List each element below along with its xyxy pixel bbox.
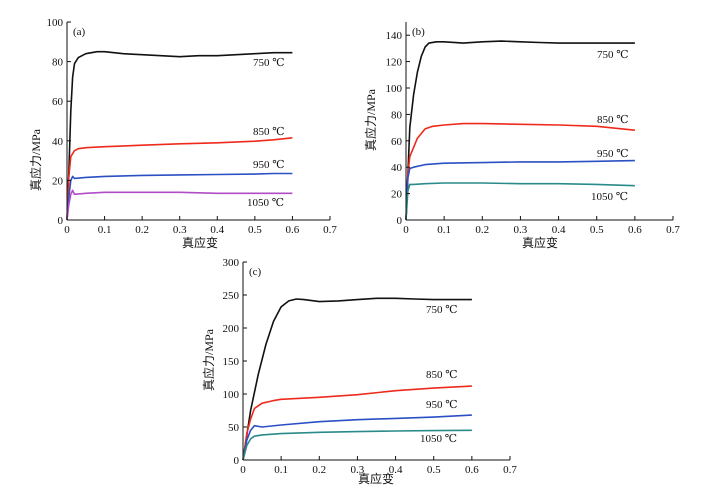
- panel-b-ytick-label: 80: [391, 109, 403, 121]
- panel-b-xtick-label: 0.7: [666, 224, 680, 236]
- panel-c-xtick-label: 0.4: [389, 464, 403, 476]
- panel-c-label-950: 950 ℃: [426, 399, 458, 411]
- panel-c-xtick-label: 0.7: [503, 464, 517, 476]
- panel-b-series-850: [405, 122, 635, 221]
- panel-a-label-950: 950 ℃: [253, 159, 285, 171]
- panel-c: 真应力/MPa 真应变 (c) 750 ℃ 850 ℃ 950 ℃ 1050 ℃…: [201, 257, 517, 486]
- panel-b-xlabel: 真应变: [522, 235, 558, 250]
- panel-b-ytick-label: 40: [391, 162, 403, 174]
- panel-b-xtick-label: 0.4: [552, 224, 566, 236]
- panel-c-series-950: [242, 414, 472, 461]
- panel-b-xtick-label: 0.2: [475, 224, 489, 236]
- panel-c-label: (c): [249, 266, 262, 278]
- panel-c-ytick-label: 0: [234, 455, 240, 467]
- panel-c-xtick-label: 0.3: [351, 464, 365, 476]
- panel-a-ytick-label: 60: [52, 96, 64, 108]
- panel-c-xtick-label: 0.5: [427, 464, 441, 476]
- panel-a-ytick-label: 100: [47, 17, 64, 29]
- panel-a-xlabel: 真应变: [182, 235, 218, 250]
- panel-b-label-850: 850 ℃: [597, 114, 629, 126]
- panel-a-series-750: [66, 50, 293, 221]
- panel-b-label-950: 950 ℃: [597, 148, 629, 160]
- panel-a-label-1050: 1050 ℃: [247, 197, 284, 209]
- panel-a-label-750: 750 ℃: [253, 57, 285, 69]
- panel-a-xtick-label: 0.7: [323, 224, 337, 236]
- panel-a-xtick-label: 0.2: [135, 224, 149, 236]
- panel-a-ylabel: 真应力/MPa: [28, 128, 43, 191]
- panel-c-ytick-label: 300: [223, 257, 240, 269]
- panel-b-ytick-label: 0: [397, 215, 403, 227]
- panel-a-xtick-label: 0: [64, 224, 70, 236]
- panel-a-label-850: 850 ℃: [253, 126, 285, 138]
- panel-b-ytick-label: 20: [391, 189, 403, 201]
- panel-b-xtick-label: 0.6: [628, 224, 642, 236]
- panel-c-series-1050: [242, 429, 472, 461]
- panel-a-xtick-label: 0.5: [248, 224, 262, 236]
- panel-a-xtick-label: 0.4: [210, 224, 224, 236]
- panel-a-ytick-label: 0: [58, 215, 64, 227]
- panel-c-xtick-label: 0.1: [274, 464, 288, 476]
- panel-b: 真应力/MPa 真应变 (b) 750 ℃ 850 ℃ 950 ℃ 1050 ℃…: [363, 22, 680, 250]
- panel-b-xtick-label: 0: [403, 224, 409, 236]
- panel-b-ytick-label: 60: [391, 136, 403, 148]
- panel-c-series-850: [242, 385, 472, 461]
- panel-b-ytick-label: 140: [386, 30, 403, 42]
- panel-a-series-1050: [66, 189, 293, 221]
- panel-b-ylabel: 真应力/MPa: [363, 88, 378, 151]
- panel-c-label-1050: 1050 ℃: [420, 433, 457, 445]
- panel-b-label: (b): [412, 26, 425, 38]
- panel-c-label-750: 750 ℃: [426, 304, 458, 316]
- panel-a-ytick-label: 80: [52, 57, 64, 69]
- panel-a-xtick-label: 0.3: [173, 224, 187, 236]
- panel-c-label-850: 850 ℃: [426, 369, 458, 381]
- panel-b-ytick-label: 100: [386, 83, 403, 95]
- panel-b-series-950: [405, 159, 635, 221]
- panel-c-xlabel: 真应变: [358, 471, 394, 486]
- panel-c-ytick-label: 200: [223, 323, 240, 335]
- panel-a: 真应力/MPa 真应变 (a) 750 ℃ 850 ℃ 950 ℃ 1050 ℃…: [28, 17, 337, 250]
- panel-a-label: (a): [73, 26, 86, 38]
- panel-a-ytick-label: 20: [52, 175, 64, 187]
- panel-c-xtick-label: 0: [240, 464, 246, 476]
- panel-b-series-750: [405, 40, 635, 221]
- panel-a-ytick-label: 40: [52, 136, 64, 148]
- panel-b-xtick-label: 0.1: [437, 224, 451, 236]
- panel-c-series-750: [242, 297, 472, 461]
- panel-c-ytick-label: 150: [223, 356, 240, 368]
- panel-a-xtick-label: 0.6: [286, 224, 300, 236]
- panel-c-ytick-label: 50: [228, 422, 240, 434]
- panel-b-ytick-label: 120: [386, 57, 403, 69]
- panel-b-xtick-label: 0.3: [514, 224, 528, 236]
- panel-c-xtick-label: 0.6: [465, 464, 479, 476]
- panel-c-ytick-label: 100: [223, 389, 240, 401]
- panel-a-series-850: [66, 137, 293, 221]
- panel-b-series-1050: [405, 182, 635, 221]
- panel-b-label-1050: 1050 ℃: [591, 191, 628, 203]
- panel-a-xtick-label: 0.1: [98, 224, 112, 236]
- panel-b-xtick-label: 0.5: [590, 224, 604, 236]
- panel-c-xtick-label: 0.2: [312, 464, 326, 476]
- panel-c-ylabel: 真应力/MPa: [201, 328, 216, 391]
- panel-c-ytick-label: 250: [223, 290, 240, 302]
- panel-b-label-750: 750 ℃: [597, 49, 629, 61]
